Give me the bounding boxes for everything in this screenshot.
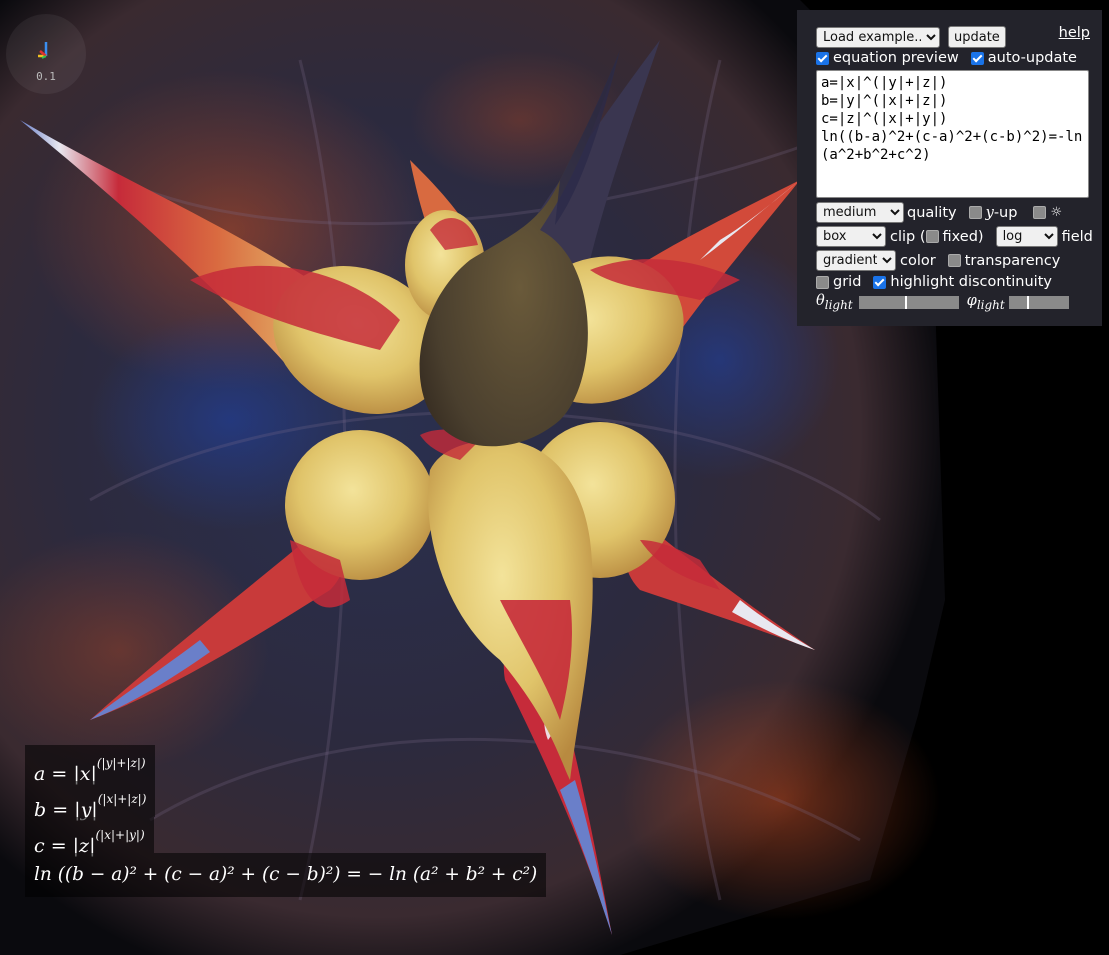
theta-light-slider[interactable] bbox=[858, 295, 959, 309]
clip-select[interactable]: box bbox=[816, 226, 886, 247]
fixed-checkbox[interactable] bbox=[925, 230, 939, 243]
auto-update-label: auto-update bbox=[987, 50, 1077, 66]
help-link[interactable]: help bbox=[1058, 25, 1090, 41]
grid-checkbox[interactable] bbox=[816, 275, 829, 289]
auto-update-checkbox[interactable] bbox=[970, 51, 984, 65]
theta-slider-thumb[interactable] bbox=[904, 295, 907, 309]
equation-preview-checkbox[interactable] bbox=[816, 51, 829, 65]
y-up-checkbox[interactable] bbox=[968, 206, 982, 219]
quality-select[interactable]: medium bbox=[816, 202, 904, 223]
fixed-label: fixed) bbox=[942, 228, 984, 245]
theta-light-label: θlight bbox=[816, 293, 853, 312]
highlight-discontinuity-checkbox[interactable] bbox=[873, 275, 887, 289]
field-label: field bbox=[1061, 228, 1093, 245]
phi-light-label: φlight bbox=[966, 293, 1005, 312]
axes-icon bbox=[38, 42, 48, 59]
color-label: color bbox=[900, 252, 936, 269]
sun-icon: ☼ bbox=[1050, 205, 1063, 220]
equation-preview-label: equation preview bbox=[833, 50, 959, 66]
field-select[interactable]: log bbox=[995, 226, 1058, 247]
highlight-discontinuity-label: highlight discontinuity bbox=[890, 274, 1052, 290]
color-select[interactable]: gradient bbox=[816, 250, 896, 271]
example-select[interactable]: Load example... bbox=[816, 26, 940, 48]
phi-light-slider[interactable] bbox=[1008, 295, 1069, 309]
formula-line-c: c = |z|(|x|+|y|) bbox=[25, 817, 154, 857]
light-toggle-checkbox[interactable] bbox=[1033, 206, 1047, 219]
y-up-axis-label: y bbox=[985, 204, 994, 221]
formula-line-b: b = |y|(|x|+|z|) bbox=[25, 781, 156, 821]
clip-label: clip ( bbox=[890, 228, 926, 245]
formula-line-main: ln ((b − a)² + (c − a)² + (c − b)²) = − … bbox=[25, 853, 547, 897]
y-up-label: -up bbox=[993, 204, 1018, 221]
quality-label: quality bbox=[907, 204, 957, 221]
formula-line-a: a = |x|(|y|+|z|) bbox=[25, 745, 155, 785]
control-panel: Load example... update help equation pre… bbox=[797, 10, 1102, 326]
transparency-checkbox[interactable] bbox=[947, 254, 961, 267]
zoom-scale-label: 0.1 bbox=[36, 70, 56, 83]
transparency-label: transparency bbox=[964, 252, 1061, 269]
equation-textarea[interactable]: a=|x|^(|y|+|z|) b=|y|^(|x|+|z|) c=|z|^(|… bbox=[816, 70, 1089, 198]
phi-slider-thumb[interactable] bbox=[1026, 295, 1029, 309]
update-button[interactable]: update bbox=[948, 26, 1006, 48]
axis-gizmo[interactable]: 0.1 bbox=[6, 14, 86, 94]
grid-label: grid bbox=[833, 274, 862, 290]
